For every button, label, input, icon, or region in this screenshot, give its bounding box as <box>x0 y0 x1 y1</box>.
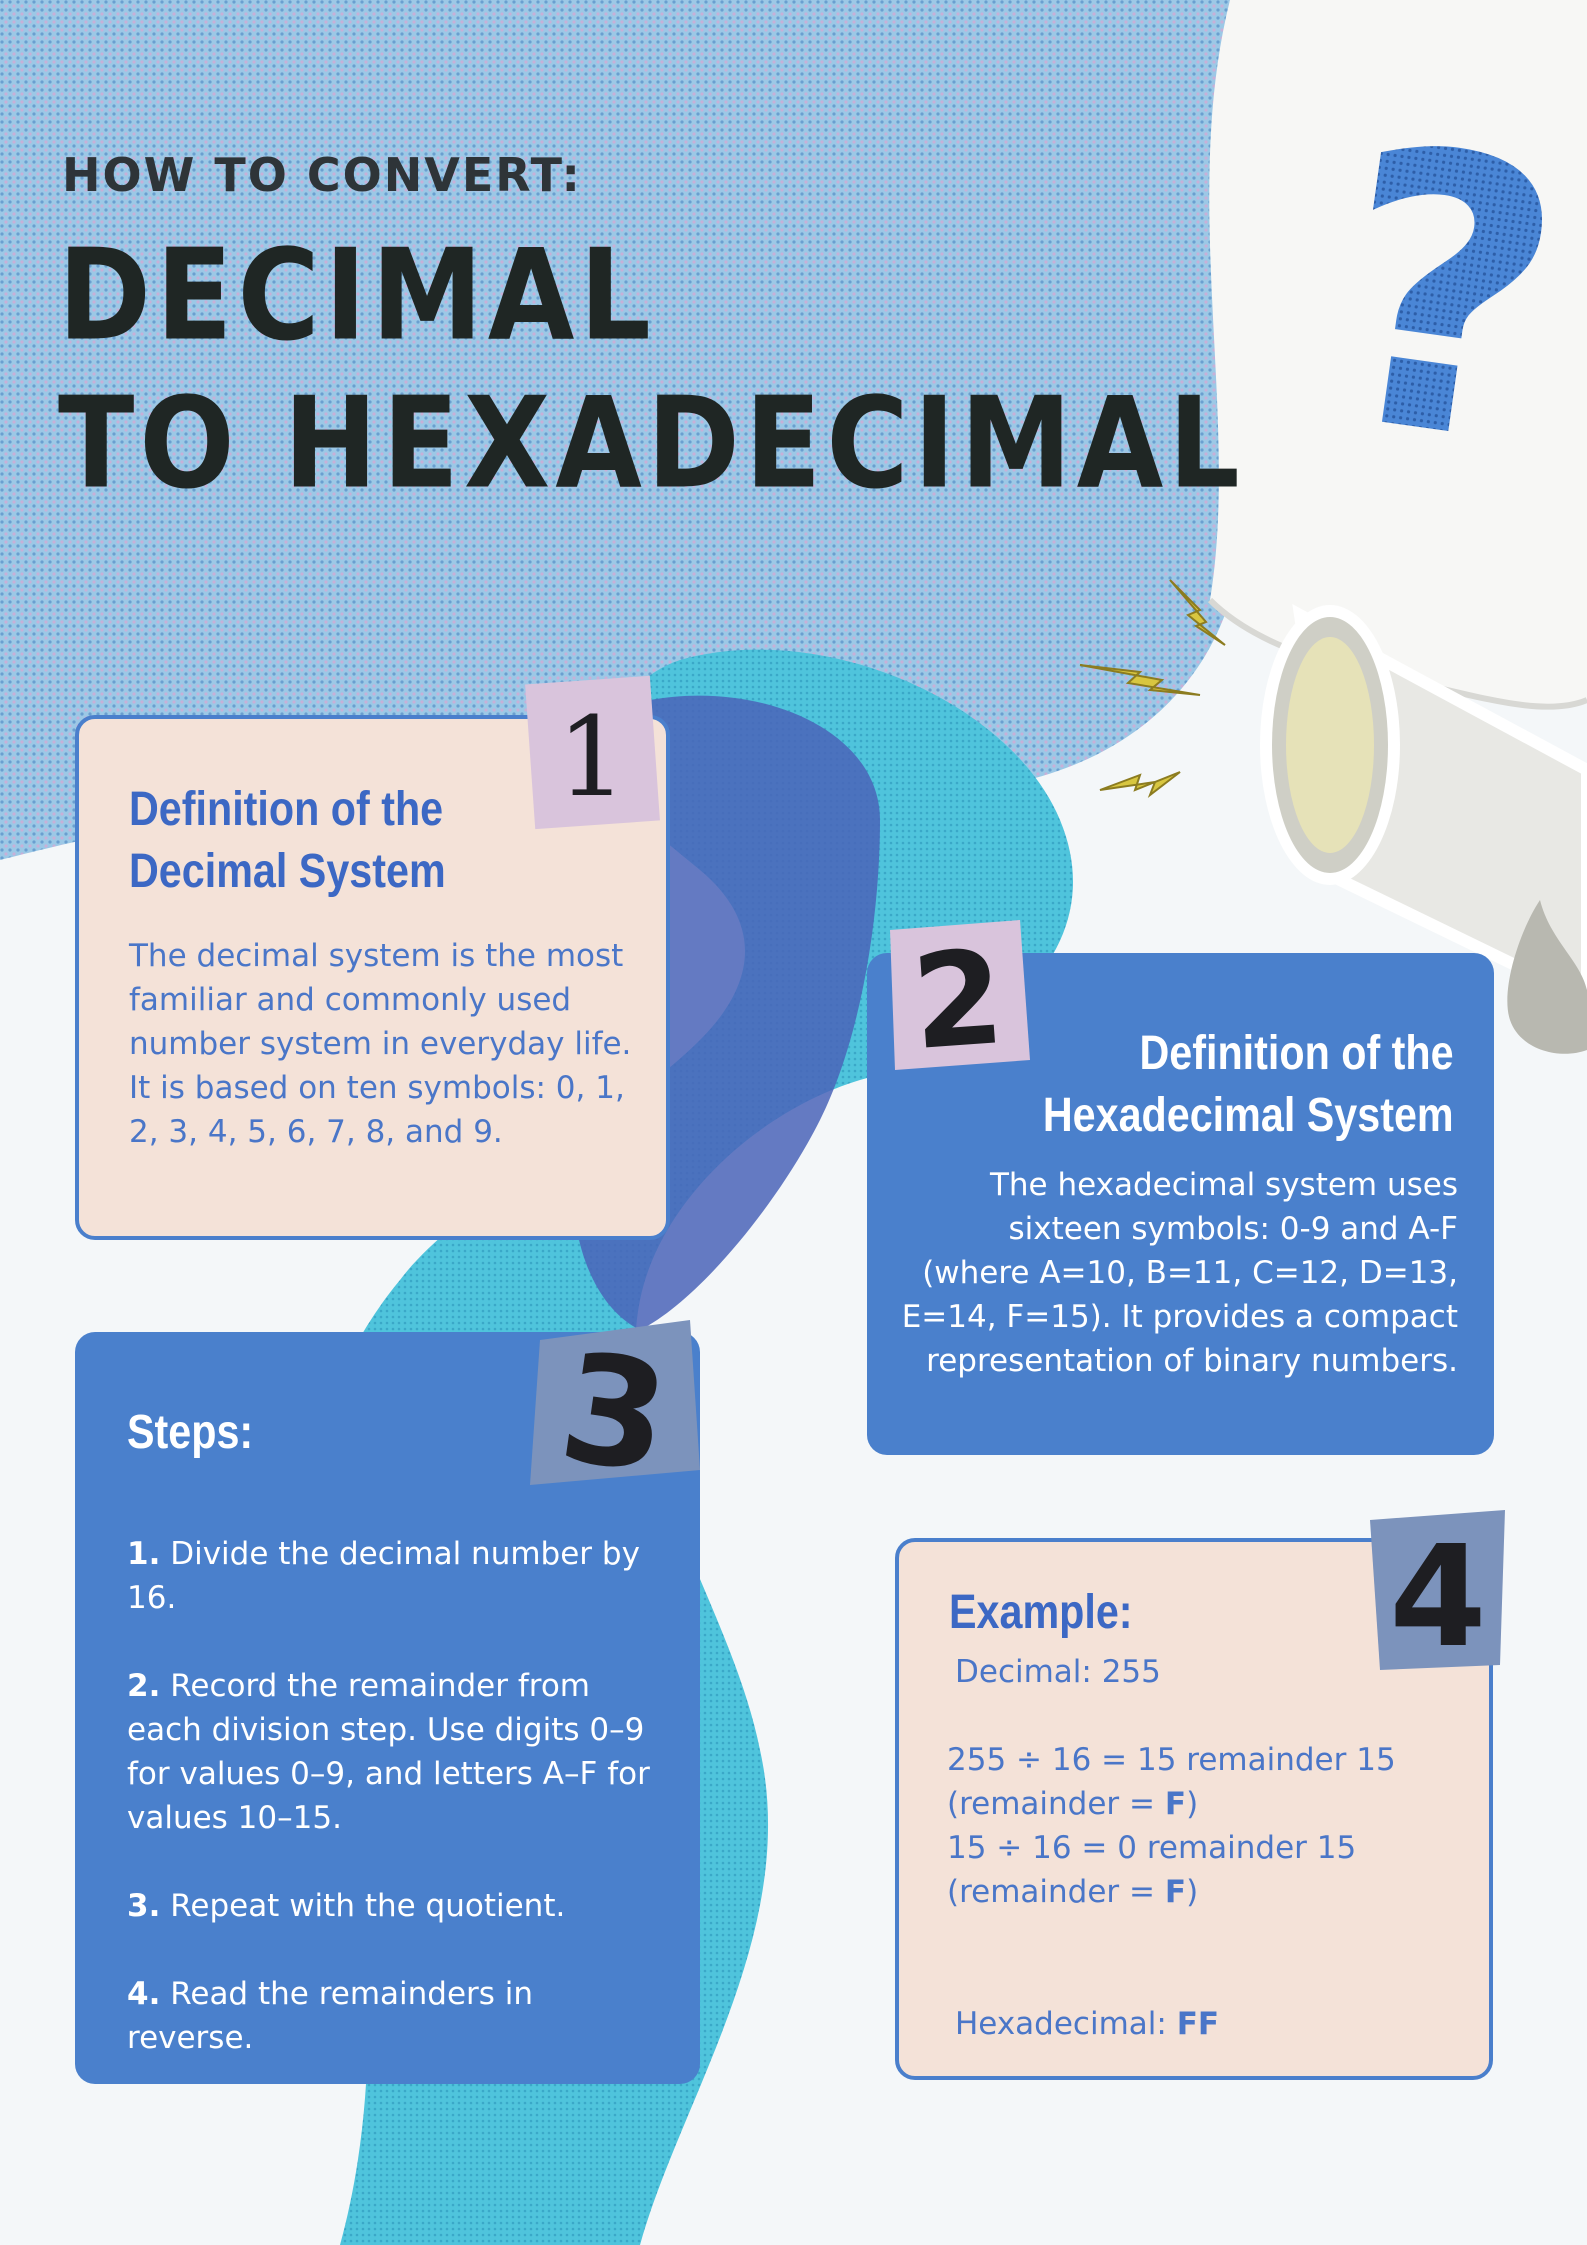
remainder-suffix: ) <box>1186 1786 1199 1822</box>
badge-1: 1 <box>525 675 660 830</box>
card-body: The decimal system is the most familiar … <box>129 938 632 1150</box>
remainder-line-2: (remainder = F) <box>947 1870 1467 1914</box>
card-title: Example: <box>949 1586 1133 1639</box>
card-title-line-2: Hexadecimal System <box>1043 1089 1454 1142</box>
step-number: 2. <box>127 1668 161 1704</box>
step-text: Repeat with the quotient. <box>170 1888 566 1924</box>
card-title: Steps: <box>127 1406 254 1459</box>
step-number: 1. <box>127 1536 161 1572</box>
hexadecimal-result-line: Hexadecimal: FF <box>947 2002 1467 2046</box>
badge-number: 2 <box>908 921 1009 1079</box>
division-line-1: 255 ÷ 16 = 15 remainder 15 <box>947 1742 1396 1778</box>
step-text: Record the remainder from each division … <box>127 1668 650 1836</box>
card-title-line-2: Decimal System <box>129 845 446 898</box>
lightning-icon <box>1079 579 1226 798</box>
step-text: Read the remainders in reverse. <box>127 1976 534 2056</box>
badge-4: 4 <box>1370 1510 1505 1679</box>
badge-number: 3 <box>551 1321 679 1500</box>
step-item: 3. Repeat with the quotient. <box>127 1884 667 1928</box>
step-text: Divide the decimal number by 16. <box>127 1536 640 1616</box>
megaphone-icon <box>1260 604 1587 1054</box>
step-item: 2. Record the remainder from each divisi… <box>127 1664 667 1840</box>
card-title-line-1: Definition of the <box>1139 1027 1454 1080</box>
remainder-prefix: (remainder = <box>947 1786 1165 1822</box>
card-title: Definition of the Decimal System <box>129 779 446 903</box>
eyebrow-text: HOW TO CONVERT: <box>62 148 582 202</box>
step-number: 3. <box>127 1888 161 1924</box>
example-card: Example: Decimal: 255 255 ÷ 16 = 15 rema… <box>895 1538 1493 2080</box>
step-item: 4. Read the remainders in reverse. <box>127 1972 667 2060</box>
badge-number: 4 <box>1389 1516 1486 1679</box>
title-line-2: TO HEXADECIMAL <box>58 370 1245 517</box>
result-label: Hexadecimal: <box>955 2006 1177 2042</box>
remainder-value: F <box>1164 1786 1187 1822</box>
card-body: The hexadecimal system uses sixteen symb… <box>901 1167 1458 1379</box>
badge-3: 3 <box>530 1320 700 1500</box>
title-line-1: DECIMAL <box>58 223 656 369</box>
card-title-line-1: Definition of the <box>129 783 444 836</box>
remainder-line-1: (remainder = F) <box>947 1782 1467 1826</box>
remainder-prefix: (remainder = <box>947 1874 1165 1910</box>
page-title: DECIMAL TO HEXADECIMAL <box>58 222 1245 518</box>
steps-list: 1. Divide the decimal number by 16. 2. R… <box>127 1532 667 2104</box>
remainder-suffix: ) <box>1186 1874 1199 1910</box>
badge-2: 2 <box>890 920 1030 1079</box>
badge-number: 1 <box>557 693 627 821</box>
remainder-value: F <box>1164 1874 1187 1910</box>
result-value: FF <box>1176 2006 1220 2042</box>
decimal-value-line: Decimal: 255 <box>955 1654 1161 1690</box>
card-title: Definition of the Hexadecimal System <box>1043 1023 1454 1147</box>
step-number: 4. <box>127 1976 161 2012</box>
example-body: Decimal: 255 255 ÷ 16 = 15 remainder 15 … <box>947 1650 1467 2046</box>
division-line-2: 15 ÷ 16 = 0 remainder 15 <box>947 1830 1357 1866</box>
step-item: 1. Divide the decimal number by 16. <box>127 1532 667 1620</box>
